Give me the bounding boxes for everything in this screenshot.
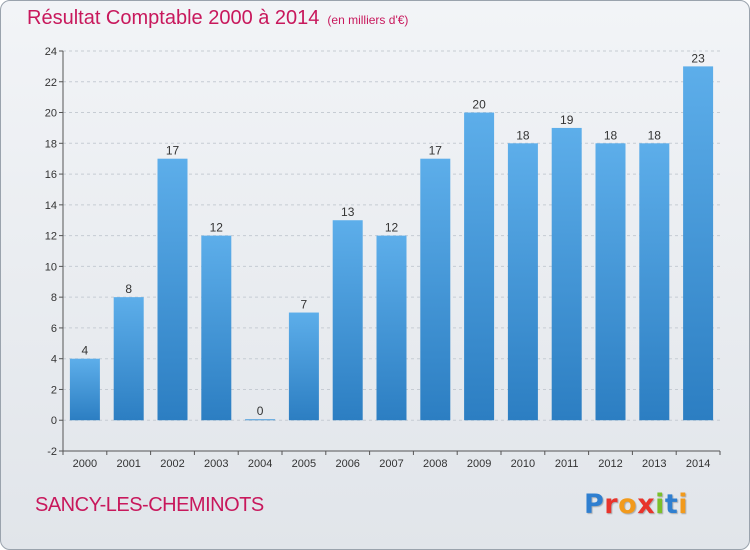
logo-letter: i — [655, 489, 665, 520]
data-label: 20 — [472, 98, 486, 112]
bar-2008 — [420, 158, 451, 421]
bar-2007 — [376, 235, 407, 421]
y-tick-label: 0 — [51, 415, 57, 427]
y-tick-label: -2 — [47, 446, 57, 458]
x-tick-label: 2005 — [292, 458, 316, 470]
x-tick-label: 2008 — [423, 458, 447, 470]
bar-2005 — [288, 312, 319, 421]
bars — [69, 66, 714, 421]
x-tick-label: 2011 — [555, 458, 579, 470]
data-label: 0 — [257, 404, 264, 418]
bar-2006 — [332, 220, 363, 421]
data-label: 19 — [560, 113, 574, 127]
bar-2001 — [113, 297, 144, 421]
y-tick-label: 18 — [45, 138, 57, 150]
data-label: 13 — [341, 205, 355, 219]
x-tick-label: 2000 — [73, 458, 97, 470]
x-tick-label: 2003 — [204, 458, 228, 470]
bar-2009 — [464, 112, 495, 421]
x-tick-label: 2007 — [379, 458, 403, 470]
logo-letter: o — [618, 489, 638, 520]
bar-2000 — [69, 358, 100, 421]
bar-2014 — [683, 66, 714, 421]
x-tick-label: 2002 — [160, 458, 184, 470]
chart-title: Résultat Comptable 2000 à 2014 (en millie… — [27, 7, 408, 30]
data-label: 18 — [516, 128, 530, 142]
bar-2011 — [551, 127, 582, 421]
bar-2010 — [507, 143, 538, 421]
x-tick-label: 2001 — [116, 458, 140, 470]
data-label: 4 — [82, 344, 89, 358]
bar-2013 — [639, 143, 670, 421]
data-label: 17 — [429, 144, 443, 158]
logo-letter: i — [678, 489, 689, 520]
y-tick-label: 22 — [45, 77, 57, 89]
data-label: 18 — [648, 128, 662, 142]
chart-subtitle: (en milliers d'€) — [327, 13, 409, 27]
y-tick-label: 24 — [45, 46, 57, 58]
data-label: 12 — [210, 221, 224, 235]
bar-2004 — [245, 419, 276, 421]
y-tick-label: 2 — [51, 384, 57, 396]
y-tick-label: 8 — [51, 292, 57, 304]
data-label: 7 — [301, 298, 308, 312]
x-tick-label: 2012 — [598, 458, 622, 470]
bar-2012 — [595, 143, 626, 421]
data-label: 23 — [691, 51, 705, 65]
axes — [62, 51, 720, 452]
y-tick-label: 4 — [51, 354, 57, 366]
x-tick-label: 2010 — [511, 458, 535, 470]
x-tick-label: 2014 — [686, 458, 710, 470]
logo-letter: x — [637, 489, 656, 520]
x-axis-ticks: 2000 2001 2002 2003 2004 2005 2006 2007 2008 2009… — [62, 451, 721, 470]
data-labels: 4 8 17 12 0 7 13 12 17 20 18 19 18 18 23 — [82, 51, 706, 418]
bar-2002 — [157, 158, 188, 421]
y-tick-label: 10 — [45, 261, 57, 273]
x-tick-label: 2006 — [335, 458, 359, 470]
town-name: SANCY-LES-CHEMINOTS — [35, 494, 264, 516]
logo-letter: r — [604, 489, 619, 520]
bar-2003 — [201, 235, 232, 421]
logo-letter: t — [664, 489, 679, 520]
y-tick-label: 12 — [45, 231, 57, 243]
data-label: 18 — [604, 128, 618, 142]
y-tick-label: 6 — [51, 323, 57, 335]
y-tick-label: 20 — [45, 108, 57, 120]
y-tick-label: 16 — [45, 169, 57, 181]
y-tick-label: 14 — [45, 200, 57, 212]
x-tick-label: 2009 — [467, 458, 491, 470]
x-tick-label: 2004 — [248, 458, 272, 470]
data-label: 17 — [166, 144, 180, 158]
data-label: 12 — [385, 221, 399, 235]
logo-letter: P — [584, 489, 605, 520]
title-text: Résultat Comptable 2000 à 2014 — [27, 7, 320, 29]
proxiti-logo: Proxiti — [584, 489, 688, 520]
data-label: 8 — [125, 282, 132, 296]
x-tick-label: 2013 — [642, 458, 666, 470]
